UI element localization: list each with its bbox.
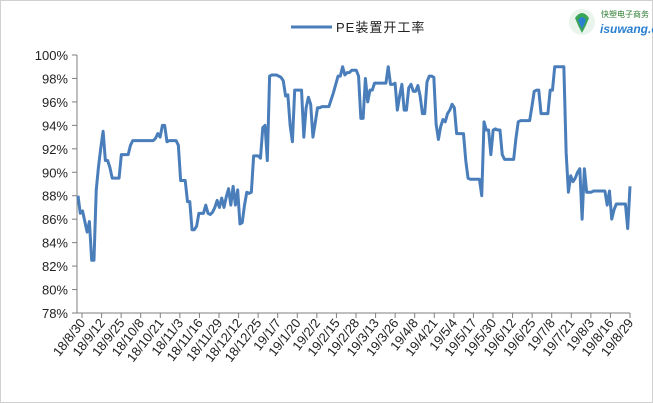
- y-tick-label: 92%: [42, 142, 68, 157]
- y-tick-label: 80%: [42, 283, 68, 298]
- y-tick-label: 82%: [42, 259, 68, 274]
- y-tick-label: 78%: [42, 306, 68, 321]
- y-tick-label: 98%: [42, 71, 68, 86]
- logo-bottom-text: isuwang.com: [600, 22, 653, 36]
- y-tick-label: 88%: [42, 189, 68, 204]
- logo-top-text: 快塑电子商务: [601, 9, 649, 19]
- series-line-0: [76, 65, 632, 262]
- y-tick-label: 90%: [42, 165, 68, 180]
- legend: PE装置开工率: [291, 20, 425, 35]
- y-tick-label: 100%: [35, 48, 69, 63]
- y-tick-label: 94%: [42, 118, 68, 133]
- series-layer: [76, 65, 632, 262]
- logo: 快塑电子商务 isuwang.com: [569, 9, 653, 36]
- y-tick-label: 96%: [42, 95, 68, 110]
- legend-label: PE装置开工率: [336, 20, 425, 35]
- y-tick-label: 86%: [42, 212, 68, 227]
- x-axis: 18/8/3018/9/1218/9/2518/10/818/10/2118/1…: [50, 313, 636, 365]
- y-axis: 100% 98% 96% 94% 92% 90% 88% 86% 84% 82% 80% 78%: [35, 48, 77, 321]
- y-tick-label: 84%: [42, 236, 68, 251]
